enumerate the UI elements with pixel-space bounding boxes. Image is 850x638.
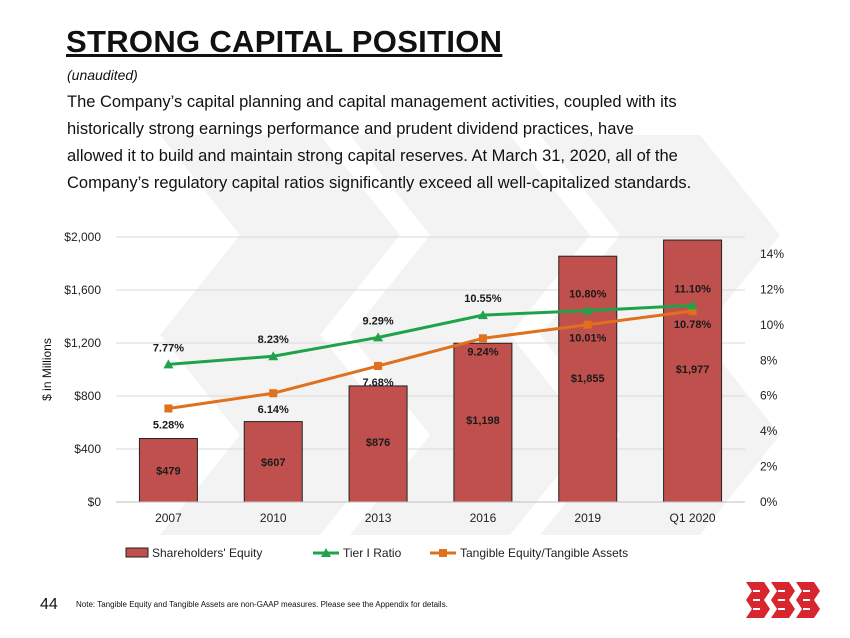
x-tick-label: Q1 2020 [670, 511, 716, 525]
y-tick-label: $800 [74, 389, 101, 403]
x-tick-label: 2013 [365, 511, 392, 525]
company-logo [746, 582, 820, 618]
paragraph-line: allowed it to build and maintain strong … [67, 147, 678, 165]
tangible-value-label: 10.01% [569, 333, 607, 345]
bar [663, 239, 723, 503]
bar [348, 385, 408, 503]
y2-tick-label: 4% [760, 424, 778, 438]
legend-marker-tier1 [321, 548, 331, 557]
bar [453, 342, 513, 503]
y2-tick-label: 10% [760, 318, 784, 332]
footnote: Note: Tangible Equity and Tangible Asset… [76, 600, 448, 609]
x-tick-label: 2016 [470, 511, 497, 525]
bar-value-label: $876 [366, 437, 390, 449]
capital-chart: $0 $400 $800 $1,200 $1,600 $2,000 0% 2% 4% 6% 8% 10… [40, 230, 784, 560]
tier1-value-label: 10.80% [569, 289, 607, 301]
y2-tick-label: 0% [760, 495, 778, 509]
series-line [168, 309, 693, 410]
bar-value-label: $1,855 [571, 373, 605, 385]
tier1-value-label: 8.23% [258, 334, 289, 346]
paragraph-line: The Company’s capital planning and capit… [67, 93, 677, 111]
x-tick-label: 2019 [574, 511, 601, 525]
y-axis-label: $ in Millions [40, 338, 54, 401]
x-tick-label: 2007 [155, 511, 182, 525]
tangible-marker [374, 361, 383, 370]
tangible-value-label: 6.14% [258, 404, 289, 416]
y2-tick-label: 12% [760, 282, 784, 296]
y-tick-label: $1,200 [64, 336, 101, 350]
y-tick-label: $400 [74, 442, 101, 456]
tier1-value-label: 11.10% [674, 283, 711, 295]
bar-value-label: $607 [261, 457, 285, 469]
tier1-marker [687, 300, 698, 310]
legend-marker-tangible [439, 549, 447, 557]
tier1-marker [582, 305, 593, 315]
y2-tick-label: 14% [760, 247, 784, 261]
tier1-value-label: 7.77% [153, 342, 184, 354]
tier1-marker [268, 351, 279, 361]
tier1-marker [163, 359, 174, 369]
tangible-value-label: 7.68% [362, 377, 393, 389]
y-tick-label: $2,000 [64, 230, 101, 244]
bar-value-label: $1,977 [676, 364, 710, 376]
legend-label: Shareholders' Equity [152, 546, 262, 560]
page-number: 44 [40, 596, 58, 613]
x-tick-label: 2010 [260, 511, 287, 525]
bar-value-label: $1,198 [466, 415, 500, 427]
legend-swatch-equity [125, 547, 149, 558]
legend-label: Tangible Equity/Tangible Assets [460, 546, 628, 560]
tangible-value-label: 9.24% [467, 346, 498, 358]
tangible-marker [164, 404, 173, 413]
paragraph-line: Company’s regulatory capital ratios sign… [67, 174, 692, 192]
tier1-marker [477, 310, 488, 320]
tier1-marker [373, 332, 384, 342]
tangible-marker [688, 307, 697, 316]
paragraph-line: historically strong earnings performance… [67, 120, 634, 138]
bar [558, 255, 618, 503]
page-subtitle: (unaudited) [67, 67, 138, 83]
intro-paragraph: The Company’s capital planning and capit… [67, 89, 787, 197]
y2-tick-label: 2% [760, 460, 778, 474]
tangible-value-label: 10.78% [674, 319, 712, 331]
bar-value-label: $479 [156, 465, 180, 477]
y2-tick-label: 6% [760, 389, 778, 403]
tangible-value-label: 5.28% [153, 419, 184, 431]
tangible-marker [269, 389, 278, 398]
y-tick-label: $0 [88, 495, 102, 509]
series-line [168, 303, 693, 366]
page-title: STRONG CAPITAL POSITION [66, 24, 503, 59]
y2-tick-label: 8% [760, 353, 778, 367]
tangible-marker [583, 320, 592, 329]
y-tick-label: $1,600 [64, 283, 101, 297]
tangible-marker [478, 334, 487, 343]
legend-label: Tier I Ratio [343, 546, 402, 560]
tier1-value-label: 9.29% [362, 315, 393, 327]
tier1-value-label: 10.55% [464, 293, 502, 305]
